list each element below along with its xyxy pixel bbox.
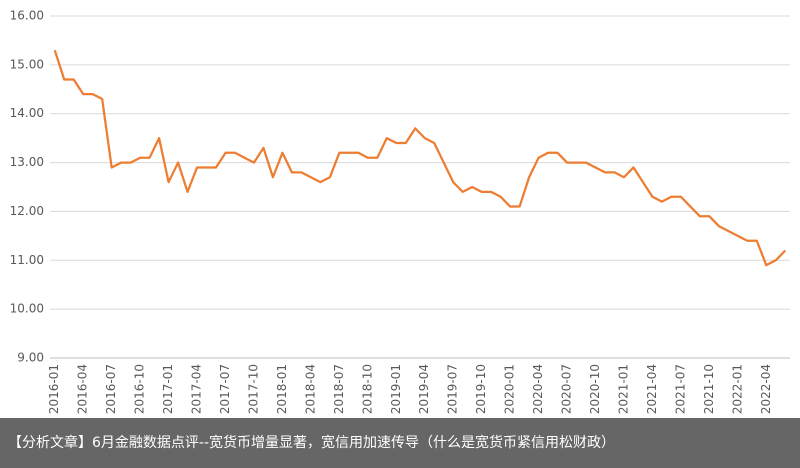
x-tick-label: 2018-10 <box>360 364 374 414</box>
x-tick-label: 2020-01 <box>503 364 517 414</box>
x-tick-label: 2020-04 <box>531 364 545 414</box>
y-tick-label: 15.00 <box>10 57 44 71</box>
x-tick-label: 2019-07 <box>446 364 460 414</box>
x-tick-label: 2021-04 <box>645 364 659 414</box>
x-tick-label: 2016-01 <box>47 364 61 414</box>
x-tick-label: 2018-01 <box>275 364 289 414</box>
x-tick-label: 2019-04 <box>417 364 431 414</box>
x-tick-label: 2017-01 <box>161 364 175 414</box>
y-tick-label: 11.00 <box>10 253 44 267</box>
data-line <box>53 49 787 267</box>
x-tick-label: 2016-07 <box>104 364 118 414</box>
x-tick-label: 2022-04 <box>759 364 773 414</box>
y-tick-label: 14.00 <box>10 106 44 120</box>
y-tick-label: 10.00 <box>10 302 44 316</box>
x-tick-label: 2018-07 <box>332 364 346 414</box>
y-tick-label: 9.00 <box>17 351 44 365</box>
caption-bar <box>0 418 800 468</box>
x-tick-label: 2021-07 <box>673 364 687 414</box>
x-tick-label: 2016-04 <box>76 364 90 414</box>
caption[interactable]: 【分析文章】6月金融数据点评--宽货币增量显著，宽信用加速传导（什么是宽货币紧信… <box>8 434 615 451</box>
x-tick-label: 2017-04 <box>190 364 204 414</box>
x-tick-label: 2022-01 <box>730 364 744 414</box>
x-tick-label: 2019-01 <box>389 364 403 414</box>
x-tick-label: 2020-10 <box>588 364 602 414</box>
y-tick-label: 12.00 <box>10 204 44 218</box>
x-tick-label: 2017-07 <box>218 364 232 414</box>
x-tick-label: 2021-01 <box>616 364 630 414</box>
x-tick-label: 2021-10 <box>702 364 716 414</box>
x-tick-label: 2020-07 <box>560 364 574 414</box>
y-tick-label: 16.00 <box>10 9 44 23</box>
y-tick-label: 13.00 <box>10 155 44 169</box>
plot-area: 9.00 10.00 11.00 12.00 13.00 14.00 15.00 16.00 2… <box>10 9 790 414</box>
x-tick-label: 2016-10 <box>133 364 147 414</box>
x-tick-label: 2017-10 <box>246 364 260 414</box>
x-tick-label: 2019-10 <box>474 364 488 414</box>
x-tick-label: 2018-04 <box>303 364 317 414</box>
